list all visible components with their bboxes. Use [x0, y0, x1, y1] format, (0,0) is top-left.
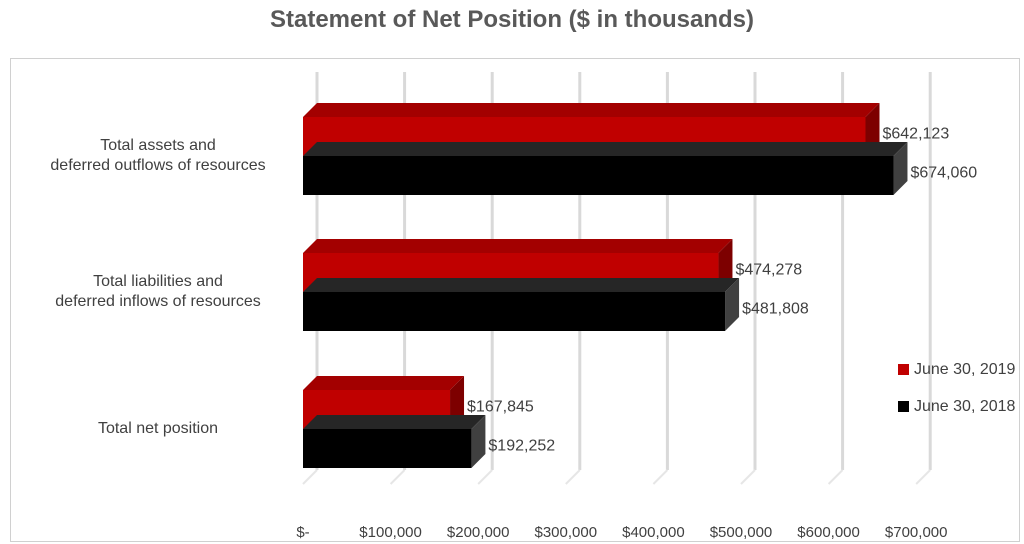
chart-title: Statement of Net Position ($ in thousand… [269, 6, 755, 33]
legend-label: June 30, 2018 [914, 398, 1016, 415]
category-label: deferred inflows of resources [55, 293, 260, 310]
gridline-floor [652, 469, 669, 485]
category-label: deferred outflows of resources [50, 157, 265, 174]
data-label: $674,060 [910, 165, 977, 182]
data-label: $167,845 [467, 399, 534, 416]
gridline-floor [389, 469, 406, 485]
plot-area-frame [10, 58, 1020, 542]
category-label: Total liabilities and [93, 273, 223, 290]
gridline-floor [915, 469, 931, 485]
bar-side-face [471, 415, 486, 468]
x-tick-label: $100,000 [359, 524, 422, 541]
x-tick-label: $700,000 [885, 524, 948, 541]
data-label: $192,252 [488, 438, 555, 455]
gridline-floor [740, 469, 756, 485]
x-tick-label: $500,000 [710, 524, 773, 541]
x-tick-label: $300,000 [535, 524, 598, 541]
bar [303, 429, 472, 468]
legend-swatch [898, 401, 909, 412]
gridline-floor [827, 469, 844, 485]
bar-side-face [893, 142, 908, 195]
bar-side-face [725, 278, 740, 331]
x-tick-label: $200,000 [447, 524, 510, 541]
data-label: $481,808 [742, 301, 809, 318]
category-label: Total assets and [100, 137, 216, 154]
bar-top-face [303, 239, 733, 253]
bar-top-face [303, 415, 486, 429]
gridline-floor [477, 469, 493, 485]
category-label: Total net position [98, 420, 218, 437]
bar-top-face [303, 376, 465, 390]
legend-swatch [898, 364, 909, 375]
legend-label: June 30, 2019 [914, 361, 1016, 378]
bar-top-face [303, 278, 740, 292]
bar-top-face [303, 142, 908, 156]
x-tick-label: $400,000 [622, 524, 685, 541]
gridline-floor [302, 469, 318, 485]
bar [303, 156, 894, 195]
x-tick-label: $- [296, 524, 309, 541]
gridline-floor [565, 469, 581, 485]
x-tick-label: $600,000 [797, 524, 860, 541]
data-label: $642,123 [882, 126, 949, 143]
data-label: $474,278 [735, 262, 802, 279]
bar-top-face [303, 103, 880, 117]
bar [303, 292, 726, 331]
